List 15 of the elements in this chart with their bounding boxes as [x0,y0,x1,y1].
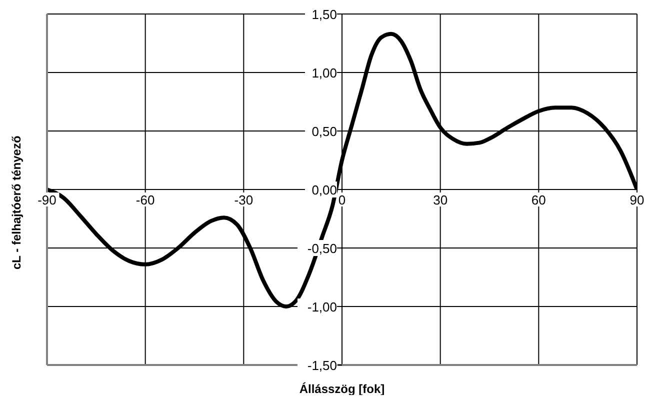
y-tick-label: 0,00 [312,182,337,198]
y-tick-label: 1,00 [312,66,337,80]
x-tick-label: 30 [433,192,448,208]
x-tick-label: -60 [136,192,155,208]
x-tick-label: -90 [38,192,56,208]
x-tick-label: 90 [630,192,644,208]
y-tick-label: 0,50 [312,124,337,139]
y-axis-title: cL - felhajtóerő tényező [9,136,24,270]
x-tick-label: 60 [531,192,546,208]
x-tick-label: 0 [338,192,346,208]
x-tick-label: -30 [234,192,254,208]
y-tick-label: -0,50 [307,241,337,256]
y-tick-label: 1,50 [312,7,337,22]
y-tick-label: -1,00 [307,300,337,314]
y-tick-label: -1,50 [307,358,337,373]
